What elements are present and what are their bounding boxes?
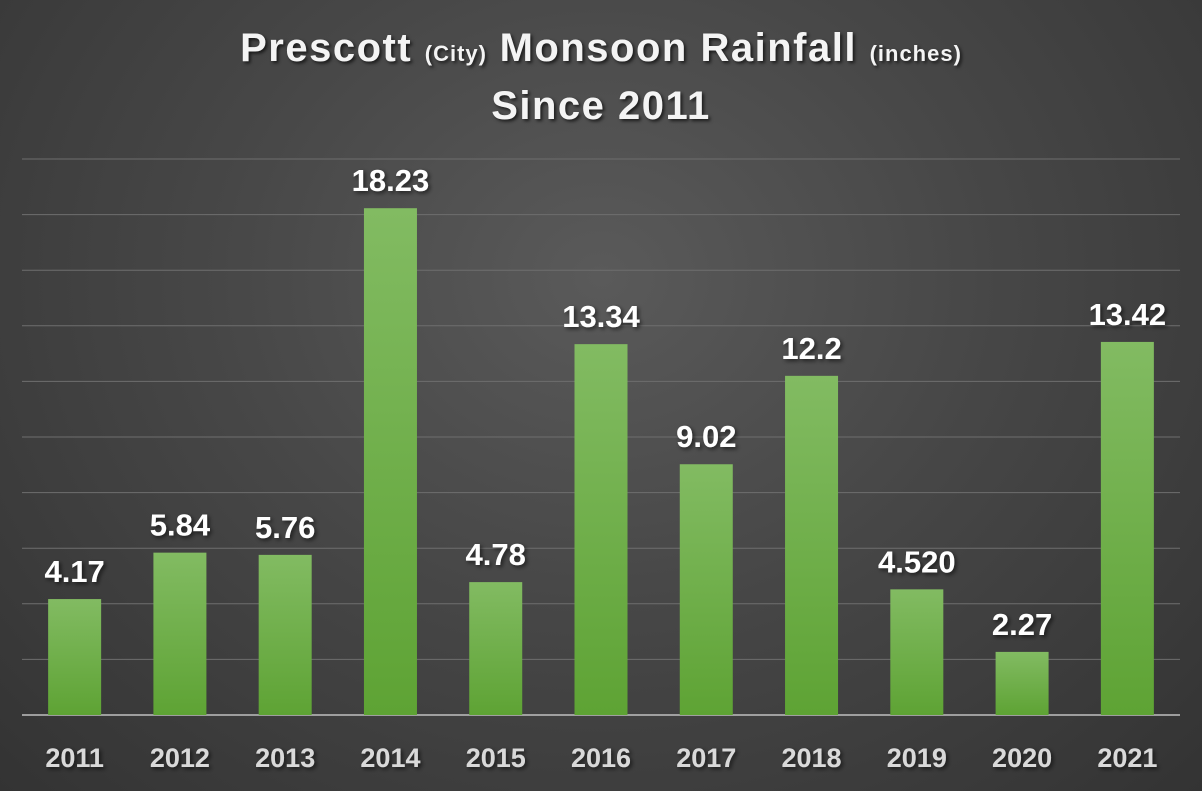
bars xyxy=(48,208,1154,715)
chart-subtitle: Since 2011 xyxy=(491,84,711,128)
data-label-2021: 13.42 xyxy=(1089,297,1167,332)
data-label-2016: 13.34 xyxy=(562,299,640,334)
x-tick-2020: 2020 xyxy=(992,743,1052,773)
bar-2018 xyxy=(785,375,839,715)
x-tick-2021: 2021 xyxy=(1097,743,1157,773)
data-label-2020: 2.27 xyxy=(992,607,1052,642)
x-tick-2014: 2014 xyxy=(360,743,420,773)
title-main-1: Prescott xyxy=(240,26,413,70)
bar-2016 xyxy=(574,344,628,715)
data-label-2012: 5.84 xyxy=(150,508,211,543)
data-label-2019: 4.520 xyxy=(878,544,956,579)
data-label-2013: 5.76 xyxy=(255,510,315,545)
bar-2019 xyxy=(890,589,944,715)
bar-2013 xyxy=(258,554,312,715)
data-label-2018: 12.2 xyxy=(781,331,841,366)
bar-2017 xyxy=(679,464,733,715)
bar-2021 xyxy=(1100,341,1154,715)
x-tick-labels: 2011 2012 2013 2014 2015 2016 2017 2018 2019 2020… xyxy=(45,743,1157,773)
data-label-2015: 4.78 xyxy=(466,537,526,572)
x-tick-2012: 2012 xyxy=(150,743,210,773)
data-labels: 4.17 5.84 5.76 18.23 4.78 13.34 9.02 12.2 4.520 2… xyxy=(44,163,1166,642)
x-tick-2016: 2016 xyxy=(571,743,631,773)
title-paren-1: (City) xyxy=(424,41,487,66)
title-paren-2: (inches) xyxy=(869,41,962,66)
title-main-2: Monsoon Rainfall xyxy=(499,26,857,70)
x-tick-2019: 2019 xyxy=(887,743,947,773)
bar-2011 xyxy=(48,599,102,715)
data-label-2017: 9.02 xyxy=(676,419,736,454)
bar-2012 xyxy=(153,552,207,715)
bar-2015 xyxy=(469,582,523,715)
x-tick-2013: 2013 xyxy=(255,743,315,773)
bar-2014 xyxy=(363,208,417,715)
x-tick-2011: 2011 xyxy=(45,743,104,773)
x-tick-2017: 2017 xyxy=(676,743,736,773)
bar-2020 xyxy=(995,651,1049,715)
x-tick-2018: 2018 xyxy=(782,743,842,773)
chart-title: Prescott (City) Monsoon Rainfall (inches… xyxy=(0,26,1202,71)
data-label-2014: 18.23 xyxy=(352,163,430,198)
x-tick-2015: 2015 xyxy=(466,743,526,773)
data-label-2011: 4.17 xyxy=(44,554,104,589)
